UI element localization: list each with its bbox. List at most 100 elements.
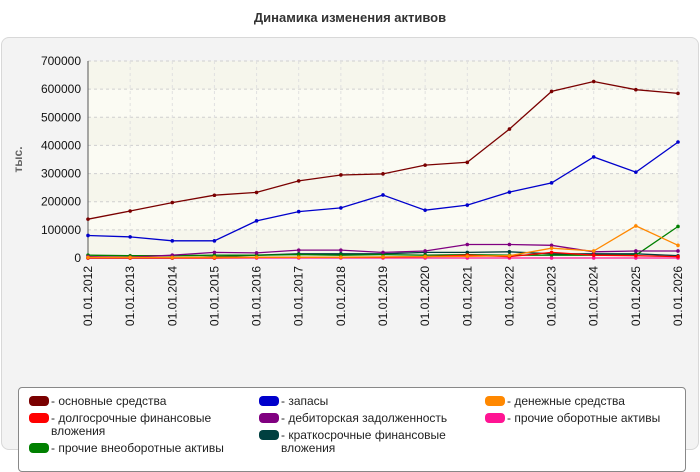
legend-swatch-long-term-investments [29, 413, 49, 423]
data-point [128, 235, 132, 239]
data-point [212, 250, 217, 255]
data-point [549, 181, 554, 185]
legend-label-cash: - денежные средства [507, 394, 625, 408]
data-point [676, 249, 680, 253]
data-point [507, 253, 512, 258]
x-tick-label: 01.01.2025 [629, 266, 643, 326]
data-point [591, 256, 596, 260]
data-point [507, 242, 512, 247]
data-point [170, 200, 175, 205]
y-tick-label: 300000 [41, 167, 81, 181]
data-point [128, 255, 132, 260]
data-point [549, 89, 554, 94]
legend-swatch-fixed-assets [29, 396, 49, 406]
data-point [465, 160, 470, 165]
x-tick-label: 01.01.2023 [545, 266, 559, 326]
y-tick-label: 500000 [41, 110, 81, 124]
legend-swatch-other-current-assets [485, 413, 505, 423]
data-point [549, 243, 554, 248]
data-point [676, 140, 680, 144]
y-tick-label: 600000 [41, 82, 81, 96]
data-point [634, 170, 638, 174]
legend-label-other-noncurrent-assets: - прочие внеоборотные активы [51, 441, 224, 455]
legend-label-long-term-investments: - долгосрочные финансовые вложения [51, 411, 212, 438]
data-point [549, 256, 554, 260]
y-tick-label: 400000 [41, 138, 81, 152]
legend-label-inventory: - запасы [281, 394, 329, 408]
chart-panel: 0 100000 200000 300000 400000 500000 600000 700… [1, 37, 699, 472]
x-tick-label: 01.01.2017 [292, 266, 306, 326]
legend-swatch-other-noncurrent-assets [29, 443, 49, 453]
data-point [423, 163, 427, 167]
data-point [549, 253, 554, 257]
x-tick-label: 01.01.2019 [376, 266, 390, 326]
x-tick-label: 01.01.2026 [671, 266, 685, 326]
data-point [86, 255, 90, 260]
data-point [254, 251, 259, 255]
data-point [339, 206, 343, 210]
data-point [339, 248, 343, 252]
data-point [339, 255, 343, 259]
line-chart: 0 100000 200000 300000 400000 500000 600000 700… [11, 54, 685, 326]
data-point [212, 255, 217, 259]
data-point [591, 253, 596, 257]
data-point [254, 255, 259, 259]
legend-swatch-inventory [259, 396, 279, 406]
data-point [676, 243, 680, 248]
data-point [381, 255, 385, 259]
x-tick-label: 01.01.2022 [502, 266, 516, 326]
data-point [381, 250, 385, 255]
data-point [507, 250, 512, 254]
legend-label-fixed-assets: - основные средства [51, 394, 167, 408]
data-point [296, 255, 301, 259]
data-point [423, 254, 427, 259]
y-tick-label: 100000 [41, 223, 81, 237]
data-point [381, 172, 385, 176]
data-point [676, 91, 680, 96]
legend-swatch-short-term-investments [259, 430, 279, 440]
x-tick-label: 01.01.2018 [334, 266, 348, 326]
chart-legend: - основные средства - запасы - денежные … [18, 387, 686, 472]
x-tick-label: 01.01.2016 [250, 266, 264, 326]
x-tick-label: 01.01.2014 [165, 266, 179, 326]
data-point [212, 193, 217, 198]
x-tick-label: 01.01.2024 [587, 266, 601, 326]
data-point [339, 173, 343, 177]
data-point [296, 252, 301, 257]
data-point [634, 224, 638, 228]
y-axis-label: тыс. [11, 146, 25, 172]
data-point [676, 254, 680, 259]
data-point [465, 242, 470, 247]
data-point [507, 127, 512, 131]
y-tick-label: 200000 [41, 195, 81, 209]
chart-title: Динамика изменения активов [253, 10, 447, 25]
x-tick-label: 01.01.2013 [123, 266, 137, 326]
data-point [212, 239, 217, 243]
data-point [170, 239, 175, 243]
data-point [423, 208, 427, 212]
data-point [381, 193, 385, 197]
legend-swatch-cash [485, 396, 505, 406]
legend-label-other-current-assets: - прочие оборотные активы [507, 411, 661, 425]
data-point [591, 155, 596, 159]
legend-swatch-receivables [259, 413, 279, 423]
data-point [634, 249, 638, 253]
x-tick-label: 01.01.2021 [460, 266, 474, 326]
data-point [296, 209, 301, 214]
data-point [591, 249, 596, 253]
data-point [254, 190, 259, 195]
y-tick-label: 700000 [41, 54, 81, 68]
data-point [634, 253, 638, 258]
x-tick-label: 01.01.2015 [207, 266, 221, 326]
data-point [254, 219, 259, 223]
data-point [86, 233, 90, 238]
data-point [591, 79, 596, 84]
data-point [296, 248, 301, 252]
data-point [549, 250, 554, 255]
x-tick-label: 01.01.2012 [81, 266, 95, 326]
x-tick-label: 01.01.2020 [418, 266, 432, 326]
data-point [549, 246, 554, 250]
data-point [423, 249, 427, 253]
data-point [86, 217, 90, 221]
data-point [507, 190, 512, 194]
